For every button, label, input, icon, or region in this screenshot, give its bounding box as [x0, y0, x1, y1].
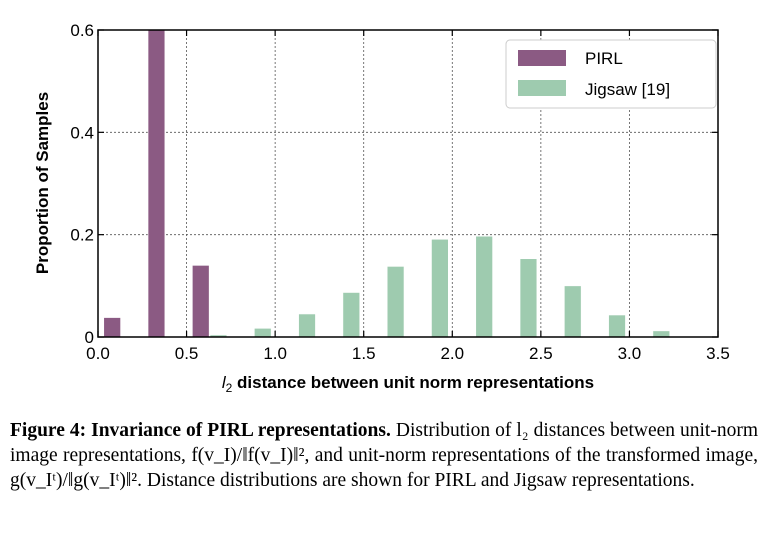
histogram-chart: 0.0 0.5 1.0 1.5 2.0 2.5 3.0 3.5 0 0.2 0.4 0.6 Propo… [33, 21, 730, 395]
y-axis-label: Proportion of Samples [33, 92, 52, 274]
x-label-rest: distance between unit norm representatio… [232, 373, 594, 392]
bar-jigsaw [254, 328, 272, 338]
legend: PIRL Jigsaw [19] [505, 39, 717, 109]
bar-jigsaw [386, 266, 405, 338]
x-label-sub: 2 [226, 381, 233, 395]
legend-label-jigsaw: Jigsaw [19] [585, 80, 670, 99]
bars [103, 29, 671, 338]
caption-label: Figure 4: [10, 420, 87, 441]
bar-jigsaw [342, 292, 361, 338]
caption-title: Invariance of PIRL representations. [91, 420, 391, 441]
x-tick-label: 0.5 [175, 344, 199, 363]
x-label-var: l [222, 373, 227, 392]
x-tick-label: 2.5 [529, 344, 553, 363]
ticks: 0.0 0.5 1.0 1.5 2.0 2.5 3.0 3.5 0 0.2 0.4 0.6 [70, 21, 729, 363]
x-tick-label: 0.0 [86, 344, 110, 363]
bar-jigsaw [608, 314, 626, 338]
bar-jigsaw [298, 313, 316, 338]
x-tick-label: 1.0 [263, 344, 287, 363]
y-tick-label: 0.2 [70, 226, 94, 245]
legend-swatch-pirl [518, 50, 566, 66]
y-tick-label: 0.4 [70, 123, 94, 142]
x-tick-label: 1.5 [352, 344, 376, 363]
x-tick-label: 3.5 [706, 344, 730, 363]
figure-caption: Figure 4: Invariance of PIRL representat… [10, 418, 758, 493]
bar-jigsaw [431, 238, 449, 338]
y-tick-label: 0 [85, 328, 94, 347]
bar-pirl [103, 317, 121, 338]
legend-label-pirl: PIRL [585, 49, 623, 68]
y-tick-label: 0.6 [70, 21, 94, 40]
x-axis-label: l2 distance between unit norm representa… [222, 373, 594, 395]
x-tick-label: 3.0 [618, 344, 642, 363]
grid-lines [98, 30, 718, 337]
bar-pirl [147, 29, 166, 338]
bar-jigsaw [564, 285, 582, 338]
plot-frame [97, 29, 719, 338]
bar-pirl [192, 265, 210, 338]
caption-text: Distribution of l₂ distances between uni… [10, 420, 758, 491]
x-tick-label: 2.0 [440, 344, 464, 363]
legend-swatch-jigsaw [518, 80, 566, 96]
bar-jigsaw [652, 330, 671, 338]
bar-jigsaw [475, 235, 493, 338]
bar-jigsaw [519, 258, 538, 338]
